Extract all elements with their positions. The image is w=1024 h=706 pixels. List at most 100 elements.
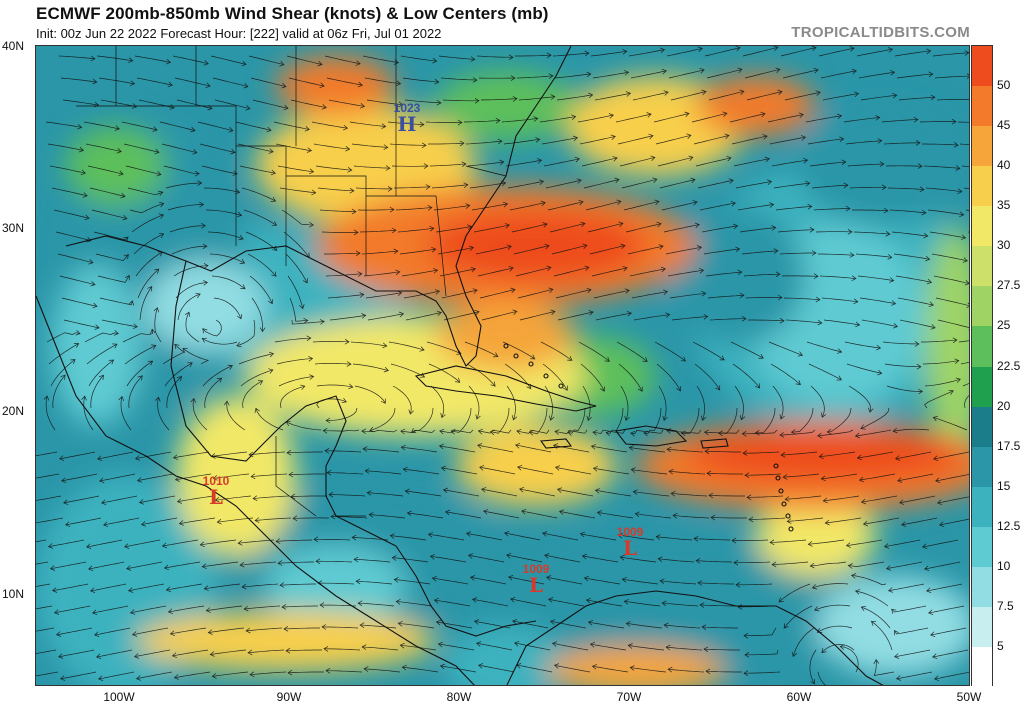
streamline: [860, 94, 897, 101]
streamline-arrow: [132, 323, 138, 329]
streamline: [886, 561, 923, 570]
streamline-arrow: [662, 415, 668, 422]
streamline: [97, 451, 134, 460]
streamline: [125, 165, 161, 175]
streamline-arrow: [236, 211, 243, 218]
streamline: [127, 187, 163, 196]
streamline: [138, 99, 175, 109]
streamline-arrow: [504, 530, 510, 537]
streamline-arrow: [382, 342, 388, 349]
streamline-arrow: [622, 48, 628, 55]
streamline: [701, 225, 738, 233]
streamline-arrow: [385, 165, 391, 171]
streamline-arrow: [953, 142, 959, 148]
streamline-arrow: [932, 415, 938, 422]
streamline-arrow: [161, 542, 168, 549]
streamline-arrow: [92, 78, 98, 85]
streamline: [255, 517, 292, 521]
streamline: [817, 671, 826, 685]
streamline-arrow: [634, 511, 640, 517]
streamline: [659, 179, 696, 189]
streamline: [226, 401, 246, 431]
streamline-arrow: [250, 473, 256, 480]
streamline: [622, 578, 659, 585]
streamline: [681, 407, 700, 435]
streamline-arrow: [239, 258, 246, 264]
streamline-arrow: [540, 200, 546, 207]
streamline: [553, 266, 589, 277]
streamline: [827, 407, 852, 433]
streamline-arrow: [697, 46, 703, 52]
streamline: [592, 665, 629, 673]
streamline-arrow: [590, 444, 597, 450]
streamline-arrow: [790, 429, 796, 435]
streamline-arrow: [400, 444, 406, 451]
streamline: [812, 583, 849, 589]
streamline-arrow: [190, 126, 196, 133]
streamline: [430, 385, 445, 418]
streamline-arrow: [92, 609, 98, 616]
streamline-arrow: [479, 465, 485, 471]
colorbar-segment: [972, 366, 992, 408]
streamline: [51, 187, 88, 197]
streamline: [392, 385, 412, 415]
streamline: [732, 363, 760, 389]
streamline: [63, 495, 100, 504]
streamline: [463, 120, 501, 123]
streamline: [627, 245, 664, 255]
streamline: [629, 268, 666, 277]
streamline-arrow: [731, 537, 737, 544]
streamline: [896, 671, 933, 680]
streamline-arrow: [82, 192, 88, 198]
streamline: [669, 292, 706, 299]
streamline-arrow: [584, 265, 590, 271]
streamline-arrow: [437, 641, 443, 648]
streamline: [283, 231, 310, 258]
streamline: [279, 187, 316, 194]
streamline: [653, 113, 690, 123]
streamline: [873, 659, 895, 676]
streamline: [666, 646, 703, 651]
streamline-arrow: [574, 156, 580, 163]
streamline: [85, 143, 122, 152]
streamline-arrow: [474, 309, 480, 316]
streamline: [163, 165, 200, 175]
streamline: [213, 473, 250, 479]
streamline: [744, 68, 780, 79]
streamline: [567, 407, 586, 434]
streamline-arrow: [60, 675, 66, 681]
streamline-arrow: [693, 535, 699, 542]
streamline: [708, 90, 744, 101]
streamline-arrow: [652, 177, 658, 183]
streamline-arrow: [349, 187, 355, 194]
streamline: [36, 517, 64, 524]
streamline: [556, 94, 593, 101]
streamline-arrow: [579, 531, 586, 538]
streamline-arrow: [962, 257, 968, 263]
streamline: [255, 408, 284, 431]
streamline: [451, 407, 472, 433]
streamline: [593, 467, 630, 475]
streamline: [656, 536, 693, 541]
streamline-arrow: [363, 666, 369, 672]
streamline-arrow: [895, 675, 902, 681]
streamline-arrow: [732, 223, 739, 230]
streamline: [934, 75, 969, 79]
streamline: [365, 470, 402, 475]
streamline-arrow: [286, 449, 292, 456]
streamline: [594, 92, 631, 101]
streamline-arrow: [854, 432, 861, 439]
streamline-arrow: [773, 46, 779, 51]
streamline-arrow: [699, 267, 705, 274]
streamline-arrow: [814, 606, 820, 612]
streamline-arrow: [624, 415, 630, 422]
streamline-arrow: [795, 380, 801, 386]
streamline-arrow: [899, 499, 905, 505]
streamline: [356, 580, 393, 585]
streamline-arrow: [227, 364, 233, 370]
streamline-arrow: [839, 644, 845, 650]
streamline-arrow: [659, 47, 666, 54]
streamline: [169, 225, 206, 233]
streamline: [244, 605, 281, 610]
streamline-arrow: [516, 428, 522, 435]
